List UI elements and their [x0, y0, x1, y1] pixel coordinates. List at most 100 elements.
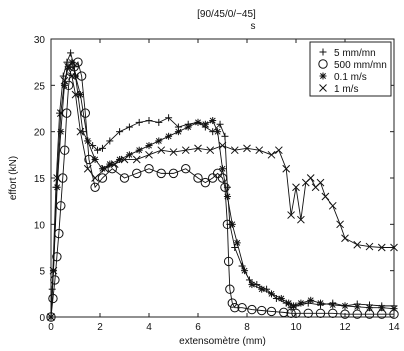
- series-layer: [46, 49, 399, 322]
- data-point: [248, 281, 256, 289]
- x-tick-label: 6: [195, 322, 201, 333]
- data-point: [145, 150, 153, 159]
- y-tick-label: 0: [39, 313, 45, 324]
- data-point: [145, 117, 153, 125]
- data-point: [165, 132, 173, 140]
- x-tick-label: 14: [388, 322, 400, 333]
- data-point: [390, 243, 398, 252]
- data-point: [106, 137, 114, 145]
- data-point: [340, 309, 350, 319]
- data-point: [89, 142, 97, 150]
- data-point: [328, 308, 338, 318]
- data-point: [72, 72, 79, 80]
- data-point: [155, 137, 163, 145]
- data-point: [274, 146, 283, 155]
- data-point: [91, 155, 99, 163]
- data-point: [125, 123, 133, 131]
- data-point: [184, 123, 192, 131]
- y-tick-label: 20: [34, 128, 46, 139]
- x-tick-label: 0: [48, 322, 54, 333]
- data-point: [267, 150, 276, 159]
- data-point: [60, 145, 70, 155]
- data-point: [268, 290, 275, 298]
- data-point: [366, 304, 373, 312]
- data-point: [53, 174, 61, 182]
- legend-marker: [319, 48, 327, 56]
- data-point: [306, 174, 315, 182]
- data-point: [50, 275, 60, 285]
- data-point: [241, 267, 249, 275]
- data-point: [76, 91, 84, 99]
- data-point: [282, 164, 291, 173]
- y-tick-label: 15: [34, 174, 46, 185]
- data-point: [257, 305, 267, 316]
- chart-title-subscript: s: [251, 21, 256, 32]
- data-point: [201, 120, 209, 128]
- data-point: [225, 284, 235, 294]
- legend-label: 5 mm/mn: [334, 48, 376, 59]
- data-point: [341, 302, 349, 310]
- series-4: [47, 62, 398, 321]
- data-point: [230, 146, 239, 155]
- x-tick-label: 10: [290, 322, 302, 333]
- data-point: [181, 164, 191, 174]
- data-point: [165, 114, 173, 122]
- data-point: [135, 118, 143, 126]
- data-point: [60, 76, 69, 85]
- data-point: [67, 49, 75, 57]
- data-point: [255, 146, 264, 155]
- data-point: [230, 303, 240, 313]
- data-point: [206, 146, 215, 155]
- data-point: [292, 183, 300, 192]
- data-point: [194, 118, 202, 126]
- data-point: [307, 296, 315, 304]
- data-point: [290, 302, 298, 310]
- data-point: [365, 242, 374, 251]
- x-tick-label: 4: [146, 322, 152, 333]
- data-point: [297, 299, 305, 307]
- data-point: [285, 299, 293, 307]
- data-point: [353, 240, 362, 249]
- data-point: [84, 137, 92, 145]
- data-point: [57, 128, 65, 136]
- data-point: [279, 307, 289, 318]
- data-point: [247, 304, 257, 315]
- y-tick-label: 25: [34, 81, 46, 92]
- data-point: [219, 165, 226, 173]
- legend-label: 500 mm/mn: [334, 60, 387, 71]
- legend-label: 1 m/s: [334, 84, 358, 95]
- data-point: [48, 293, 58, 304]
- data-point: [145, 142, 153, 150]
- data-point: [110, 160, 119, 168]
- legend-marker: [319, 84, 327, 92]
- legend-marker: [319, 72, 327, 80]
- data-point: [341, 234, 349, 243]
- data-point: [390, 305, 398, 313]
- y-tick-label: 30: [34, 35, 46, 46]
- data-point: [200, 177, 211, 188]
- data-point: [237, 303, 247, 313]
- y-tick-label: 5: [39, 267, 45, 278]
- data-point: [47, 313, 55, 321]
- series-3: [47, 58, 398, 321]
- y-axis-label: effort (kN): [8, 156, 19, 200]
- data-point: [377, 243, 386, 252]
- data-point: [266, 306, 277, 317]
- data-point: [194, 144, 202, 153]
- data-point: [68, 58, 76, 66]
- data-point: [217, 173, 228, 183]
- data-point: [155, 118, 163, 126]
- data-point: [174, 128, 182, 136]
- data-point: [120, 155, 129, 164]
- x-tick-label: 2: [97, 322, 103, 333]
- legend-label: 0.1 m/s: [334, 72, 367, 83]
- data-point: [316, 178, 325, 187]
- data-point: [287, 211, 295, 219]
- data-point: [94, 146, 102, 154]
- data-point: [328, 201, 337, 210]
- x-tick-label: 12: [339, 322, 351, 333]
- data-point: [223, 193, 231, 201]
- chart-title-group: [90/45/0/−45]s: [197, 9, 256, 32]
- data-point: [193, 173, 203, 183]
